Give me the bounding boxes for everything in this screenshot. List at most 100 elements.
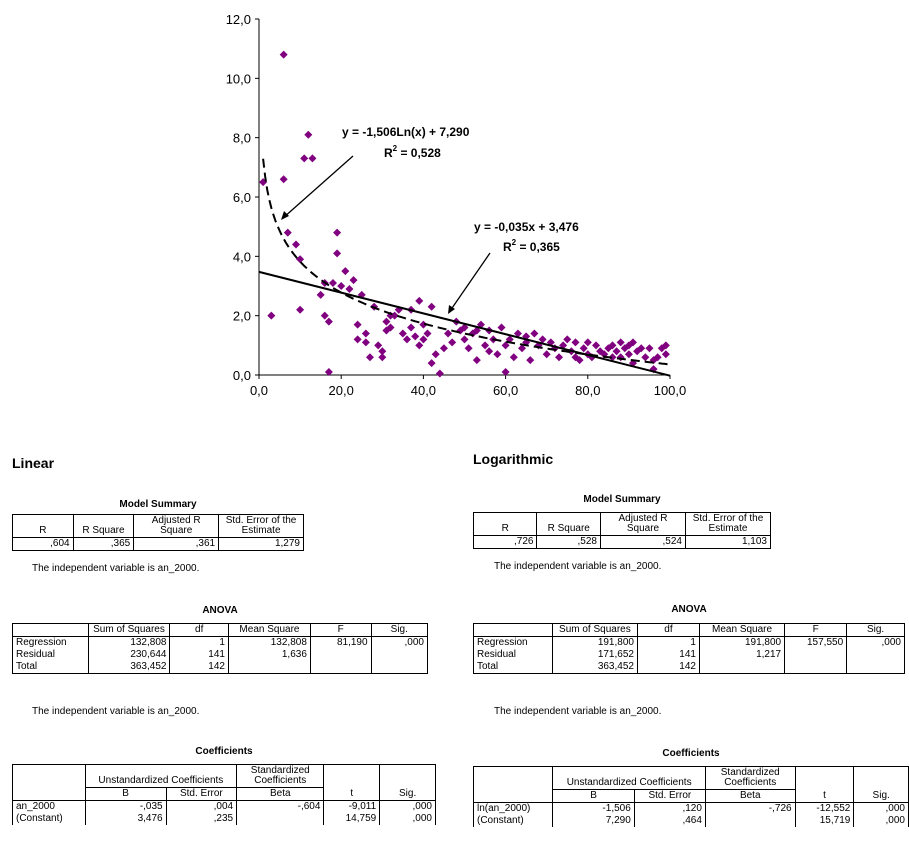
data-point [493, 350, 502, 359]
data-point [353, 335, 362, 344]
data-point [345, 284, 354, 293]
row-label: an_2000 [12, 800, 86, 813]
table-row: ln(an_2000) -1,506 ,120 -,726 -12,552 ,0… [472, 802, 909, 815]
col-f: F [309, 623, 372, 637]
linear-coefficients-table: Unstandardized Coefficients Standardized… [12, 764, 436, 825]
cell: 142 [636, 661, 700, 674]
trendline-annotations: y = -1,506Ln(x) + 7,290 R2 = 0,528 y = -… [281, 125, 579, 314]
cell: 1,636 [227, 649, 311, 661]
table-row: Regression 132,808 1 132,808 81,190 ,000 [12, 636, 429, 649]
linear-equation: y = -0,035x + 3,476 [474, 220, 579, 234]
y-tick-label: 2,0 [233, 309, 251, 324]
data-point [481, 341, 490, 350]
data-point [291, 240, 300, 249]
data-point [328, 279, 337, 288]
data-point [571, 338, 580, 347]
logarithmic-heading: Logarithmic [473, 451, 554, 467]
linear-arrow [449, 252, 491, 312]
log-coefficients-table: Unstandardized Coefficients Standardized… [472, 766, 909, 827]
data-point [361, 329, 370, 338]
row-label: (Constant) [12, 813, 86, 825]
col-r: R [472, 512, 538, 536]
cell [309, 649, 372, 661]
cell: ,726 [472, 535, 538, 549]
log-model-summary-note: The independent variable is an_2000. [494, 561, 662, 572]
cell: 363,452 [87, 661, 171, 674]
data-point [501, 341, 510, 350]
log-model-summary-table: R R Square Adjusted R Square Std. Error … [472, 512, 772, 549]
cell [309, 661, 372, 674]
col-mean-square: Mean Square [227, 623, 311, 637]
data-point [324, 368, 333, 377]
y-tick-label: 6,0 [233, 190, 251, 205]
data-point [460, 335, 469, 344]
data-point [279, 175, 288, 184]
x-tick-label: 100,0 [654, 383, 687, 398]
col-b: B [84, 787, 167, 801]
cell: ,000 [853, 802, 909, 815]
data-point [538, 335, 547, 344]
data-point [555, 353, 564, 362]
table-row: Regression 191,800 1 191,800 157,550 ,00… [473, 636, 905, 649]
data-point [575, 356, 584, 365]
data-point [283, 228, 292, 237]
col-sig: Sig. [370, 623, 429, 637]
table-row: Total 363,452 142 [12, 661, 429, 674]
log-anova-table: Sum of Squares df Mean Square F Sig. Reg… [473, 623, 905, 674]
y-tick-label: 10,0 [226, 71, 251, 86]
col-r-square: R Square [72, 514, 135, 538]
data-point [464, 344, 473, 353]
col-sum-of-squares: Sum of Squares [87, 623, 171, 637]
data-point [645, 344, 654, 353]
log-r2: R2 = 0,528 [384, 144, 441, 160]
data-point [444, 329, 453, 338]
cell: 81,190 [309, 636, 372, 649]
linear-anova-table: Sum of Squares df Mean Square F Sig. Reg… [12, 623, 429, 674]
x-tick-label: 0,0 [250, 383, 268, 398]
cell: ,000 [853, 815, 909, 827]
cell: -,035 [84, 800, 167, 813]
data-point [509, 353, 518, 362]
data-point [439, 344, 448, 353]
log-anova-note: The independent variable is an_2000. [494, 706, 662, 717]
row-label: Total [473, 661, 553, 674]
cell: ,361 [133, 537, 220, 551]
data-point [435, 369, 444, 378]
group-standardized: Standardized Coefficients [704, 766, 796, 790]
linear-arrow-head [448, 305, 455, 314]
col-mean-square: Mean Square [698, 623, 786, 637]
row-label: Residual [12, 649, 89, 661]
cell: 142 [169, 661, 229, 674]
data-point [661, 350, 670, 359]
log-coefficients-title: Coefficients [662, 748, 720, 759]
table-row: Residual 230,644 141 1,636 [12, 649, 429, 661]
linear-r2: R2 = 0,365 [503, 238, 560, 254]
data-point [267, 311, 276, 320]
cell: ,365 [72, 537, 135, 551]
col-t: t [323, 764, 381, 801]
data-point [497, 323, 506, 332]
linear-model-summary-title: Model Summary [119, 499, 197, 510]
data-point [637, 344, 646, 353]
col-beta: Beta [236, 787, 325, 801]
data-point [624, 350, 633, 359]
data-point [415, 341, 424, 350]
data-point [513, 329, 522, 338]
data-point [308, 154, 317, 163]
data-point [316, 290, 325, 299]
table-row: ,604 ,365 ,361 1,279 [12, 537, 304, 551]
data-points [259, 50, 670, 378]
col-b: B [552, 789, 635, 803]
x-tick-label: 80,0 [575, 383, 600, 398]
cell: 7,290 [552, 815, 635, 827]
cell: 1 [636, 636, 700, 649]
cell: 132,808 [87, 636, 171, 649]
table-row: Total 363,452 142 [473, 661, 905, 674]
data-point [518, 344, 527, 353]
log-model-summary-title: Model Summary [583, 494, 661, 505]
group-unstandardized: Unstandardized Coefficients [84, 764, 238, 788]
data-point [661, 341, 670, 350]
data-point [378, 347, 387, 356]
data-point [296, 255, 305, 264]
cell [236, 813, 325, 825]
